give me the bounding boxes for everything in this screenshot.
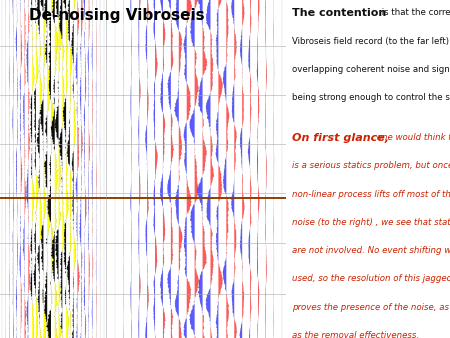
Text: is that the correlated: is that the correlated [378, 8, 450, 18]
Text: The contention: The contention [292, 8, 387, 19]
Text: On first glance,: On first glance, [292, 133, 389, 143]
Text: is a serious statics problem, but once the: is a serious statics problem, but once t… [292, 161, 450, 170]
Text: noise (to the right) , we see that statics: noise (to the right) , we see that stati… [292, 218, 450, 227]
Text: as the removal effectiveness.: as the removal effectiveness. [292, 331, 419, 338]
Text: one would think there: one would think there [374, 133, 450, 142]
Text: Vibroseis field record (to the far left) is a mess of: Vibroseis field record (to the far left)… [292, 37, 450, 46]
Text: are not involved. No event shifting was: are not involved. No event shifting was [292, 246, 450, 255]
Text: used, so the resolution of this jaggedness: used, so the resolution of this jaggedne… [292, 274, 450, 283]
Text: overlapping coherent noise and signal, the noise: overlapping coherent noise and signal, t… [292, 65, 450, 74]
Text: proves the presence of the noise, as well: proves the presence of the noise, as wel… [292, 303, 450, 312]
Text: De-noising Vibroseis: De-noising Vibroseis [29, 8, 204, 23]
Text: being strong enough to control the stack.: being strong enough to control the stack… [292, 93, 450, 102]
Text: non-linear process lifts off most of the: non-linear process lifts off most of the [292, 190, 450, 198]
